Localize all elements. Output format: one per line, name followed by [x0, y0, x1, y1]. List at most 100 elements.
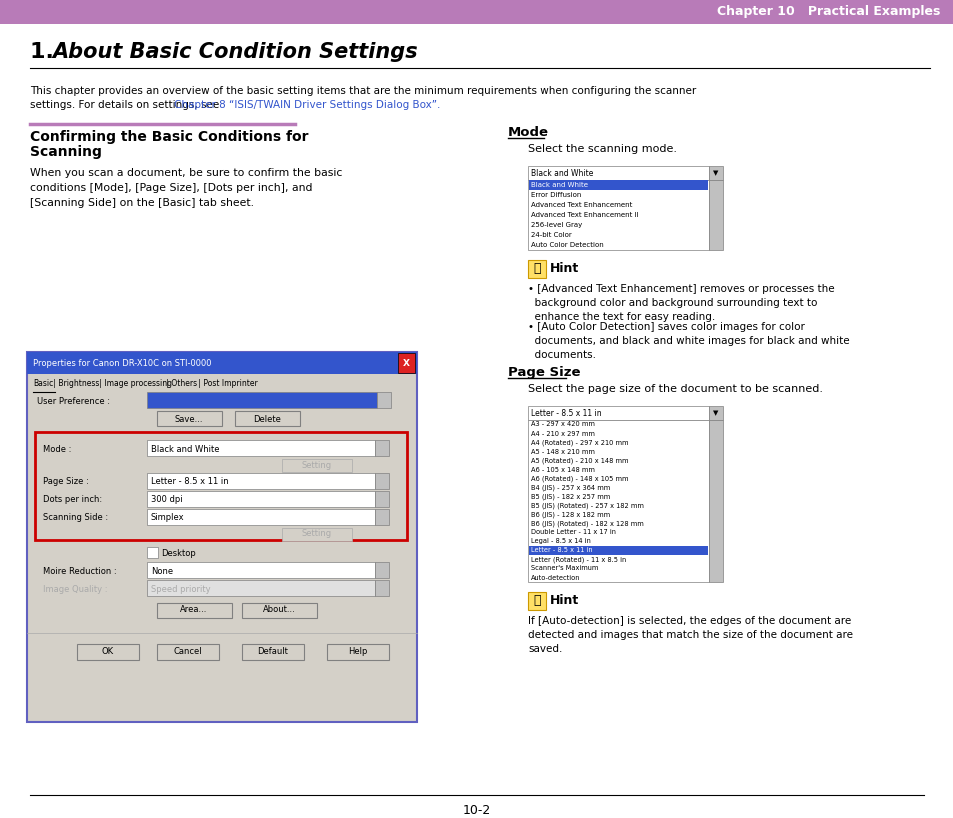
- Bar: [147, 491, 375, 507]
- Bar: [708, 166, 722, 180]
- Bar: [282, 459, 352, 472]
- Text: Black and White: Black and White: [531, 169, 593, 178]
- Text: 256-level Gray: 256-level Gray: [531, 222, 581, 228]
- Text: Select the scanning mode.: Select the scanning mode.: [527, 144, 677, 154]
- Text: Advanced Text Enhancement II: Advanced Text Enhancement II: [531, 212, 638, 218]
- Bar: [527, 180, 708, 250]
- Text: Black and White: Black and White: [151, 444, 219, 453]
- Bar: [375, 440, 389, 456]
- Text: ▼: ▼: [713, 170, 718, 176]
- Text: Mode: Mode: [507, 126, 548, 139]
- Text: Delete: Delete: [253, 415, 280, 424]
- Text: Default: Default: [257, 648, 288, 657]
- Text: Select the page size of the document to be scanned.: Select the page size of the document to …: [527, 384, 822, 394]
- Text: B4 (JIS) - 257 x 364 mm: B4 (JIS) - 257 x 364 mm: [531, 484, 610, 491]
- Bar: [242, 603, 316, 618]
- Bar: [147, 392, 376, 408]
- Text: Help: Help: [348, 648, 367, 657]
- Text: B5 (JIS) (Rotated) - 257 x 182 mm: B5 (JIS) (Rotated) - 257 x 182 mm: [531, 502, 643, 509]
- Text: | Others: | Others: [164, 379, 197, 388]
- Bar: [27, 352, 416, 722]
- Bar: [708, 406, 722, 420]
- Text: Advanced Text Enhancement: Advanced Text Enhancement: [531, 202, 632, 208]
- Bar: [77, 644, 139, 660]
- Bar: [529, 546, 707, 555]
- Text: Hint: Hint: [550, 263, 578, 276]
- Text: Letter - 8.5 x 11 in: Letter - 8.5 x 11 in: [151, 478, 229, 487]
- Text: About...: About...: [262, 605, 295, 614]
- Text: A6 - 105 x 148 mm: A6 - 105 x 148 mm: [531, 466, 595, 473]
- Text: Properties for Canon DR-X10C on STI-0000: Properties for Canon DR-X10C on STI-0000: [33, 358, 212, 367]
- Text: A5 - 148 x 210 mm: A5 - 148 x 210 mm: [531, 448, 595, 455]
- Bar: [234, 411, 299, 426]
- Text: • [Auto Color Detection] saves color images for color
  documents, and black and: • [Auto Color Detection] saves color ima…: [527, 322, 849, 360]
- Bar: [397, 353, 415, 373]
- Text: When you scan a document, be sure to confirm the basic
conditions [Mode], [Page : When you scan a document, be sure to con…: [30, 168, 342, 208]
- Bar: [375, 580, 389, 596]
- Text: Auto Color Detection: Auto Color Detection: [531, 242, 603, 248]
- Text: Scanning Side :: Scanning Side :: [43, 514, 108, 523]
- Text: Scanning: Scanning: [30, 145, 102, 159]
- Text: Hint: Hint: [550, 595, 578, 608]
- Text: Auto-detection: Auto-detection: [531, 574, 579, 581]
- Text: Save...: Save...: [174, 415, 203, 424]
- Bar: [529, 180, 707, 190]
- Text: Black and White: Black and White: [531, 182, 587, 188]
- Text: Setting: Setting: [301, 529, 332, 538]
- Text: Error Diffusion: Error Diffusion: [531, 192, 580, 198]
- Bar: [527, 406, 708, 420]
- Bar: [375, 473, 389, 489]
- Text: Simplex: Simplex: [151, 514, 185, 523]
- Text: None: None: [151, 567, 172, 576]
- Text: Page Size :: Page Size :: [43, 478, 89, 487]
- Text: B6 (JIS) (Rotated) - 182 x 128 mm: B6 (JIS) (Rotated) - 182 x 128 mm: [531, 520, 643, 527]
- Text: Area...: Area...: [180, 605, 208, 614]
- Text: 24-bit Color: 24-bit Color: [531, 232, 571, 238]
- Text: 300 dpi: 300 dpi: [151, 496, 182, 505]
- Bar: [147, 547, 158, 558]
- Text: A3 - 297 x 420 mm: A3 - 297 x 420 mm: [531, 421, 595, 428]
- Text: X: X: [402, 358, 410, 367]
- Text: Double Letter - 11 x 17 in: Double Letter - 11 x 17 in: [531, 529, 616, 536]
- Bar: [527, 592, 545, 610]
- Bar: [157, 644, 219, 660]
- Text: User Preference :: User Preference :: [37, 397, 110, 406]
- Bar: [147, 509, 375, 525]
- Text: Chapter 8 “ISIS/TWAIN Driver Settings Dialog Box”.: Chapter 8 “ISIS/TWAIN Driver Settings Di…: [174, 100, 440, 110]
- Text: | Image processing: | Image processing: [97, 379, 172, 388]
- Text: Letter - 8.5 x 11 in: Letter - 8.5 x 11 in: [531, 408, 601, 417]
- Text: Page Size: Page Size: [507, 366, 579, 379]
- Text: Speed priority: Speed priority: [151, 585, 211, 594]
- Text: Dots per inch:: Dots per inch:: [43, 496, 102, 505]
- Bar: [147, 473, 375, 489]
- Text: A4 (Rotated) - 297 x 210 mm: A4 (Rotated) - 297 x 210 mm: [531, 439, 628, 446]
- Text: If [Auto-detection] is selected, the edges of the document are
detected and imag: If [Auto-detection] is selected, the edg…: [527, 616, 852, 654]
- Text: 1.: 1.: [30, 42, 62, 62]
- Text: settings. For details on settings, see: settings. For details on settings, see: [30, 100, 222, 110]
- Text: A5 (Rotated) - 210 x 148 mm: A5 (Rotated) - 210 x 148 mm: [531, 457, 628, 464]
- Bar: [708, 180, 722, 250]
- Bar: [527, 420, 708, 582]
- Bar: [375, 491, 389, 507]
- Bar: [27, 352, 416, 374]
- Text: Letter - 8.5 x 11 in: Letter - 8.5 x 11 in: [531, 547, 592, 554]
- Text: Image Quality :: Image Quality :: [43, 585, 108, 594]
- Text: A6 (Rotated) - 148 x 105 mm: A6 (Rotated) - 148 x 105 mm: [531, 475, 628, 482]
- Bar: [375, 509, 389, 525]
- Text: Letter (Rotated) - 11 x 8.5 in: Letter (Rotated) - 11 x 8.5 in: [531, 556, 625, 563]
- Bar: [0, 0, 953, 24]
- Bar: [147, 562, 375, 578]
- Text: 💡: 💡: [533, 595, 540, 608]
- Text: About Basic Condition Settings: About Basic Condition Settings: [52, 42, 417, 62]
- Text: 💡: 💡: [533, 263, 540, 276]
- Text: Cancel: Cancel: [173, 648, 202, 657]
- Bar: [327, 644, 389, 660]
- Text: B5 (JIS) - 182 x 257 mm: B5 (JIS) - 182 x 257 mm: [531, 493, 610, 500]
- Text: Basic: Basic: [33, 379, 53, 388]
- Bar: [35, 432, 407, 540]
- Bar: [157, 411, 222, 426]
- Bar: [375, 562, 389, 578]
- Text: This chapter provides an overview of the basic setting items that are the minimu: This chapter provides an overview of the…: [30, 86, 696, 96]
- Bar: [282, 528, 352, 541]
- Text: Scanner's Maximum: Scanner's Maximum: [531, 565, 598, 572]
